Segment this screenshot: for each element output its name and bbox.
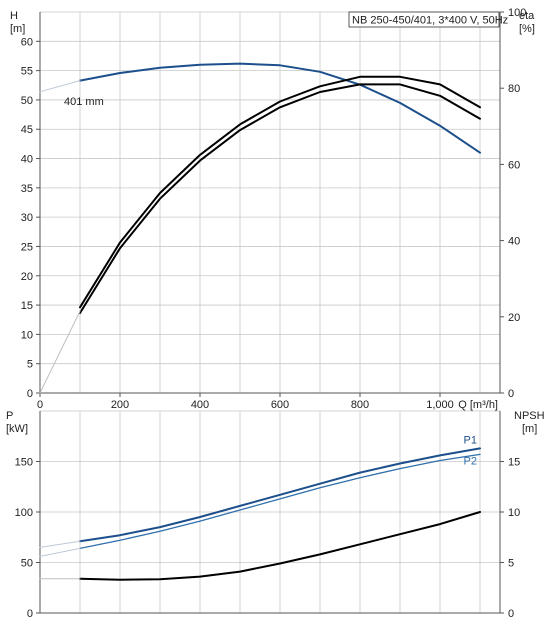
h-tick-label: 30 [21,212,33,224]
eta-tick-label: 0 [508,388,514,400]
impeller-diameter-label: 401 mm [64,96,104,108]
power-curve-p1 [79,447,481,543]
npsh-tick-label: 10 [508,507,520,519]
h-tick-label: 10 [21,329,33,341]
h-curve [39,80,81,93]
p-tick-label: 50 [21,558,33,570]
eta-tick-label: 40 [508,236,520,248]
h-tick-label: 15 [21,300,33,312]
series-label-p1: P1 [464,434,477,446]
p-tick-label: 100 [15,507,33,519]
series-label-p2: P2 [464,455,477,467]
eta-tick-label: 80 [508,83,520,95]
h-tick-label: 25 [21,241,33,253]
h-tick-label: 45 [21,124,33,136]
power-curve-p2 [79,453,481,550]
q-tick-label: 400 [191,399,209,411]
chart-title-box [348,11,500,28]
h-tick-label: 40 [21,154,33,166]
q-tick-label: 600 [271,399,289,411]
eta-axis-unit: [%] [519,23,535,35]
npsh-curve [79,511,481,581]
p-axis-unit: [kW] [6,423,28,435]
q-tick-label: 1,000 [426,399,454,411]
eta-tick-label: 60 [508,159,520,171]
power-extension [39,540,81,548]
eta-curve [79,75,481,309]
h-curve [79,62,481,154]
h-tick-label: 20 [21,271,33,283]
h-tick-label: 50 [21,95,33,107]
npsh-axis-label: NPSH [514,410,545,422]
p-tick-label: 0 [27,608,33,620]
p-tick-label: 150 [15,457,33,469]
eta-curve [39,310,81,394]
h-axis-unit: [m] [10,23,25,35]
npsh-axis-unit: [m] [522,423,537,435]
q-tick-label: 800 [351,399,369,411]
eta-curve [79,83,481,314]
eta-tick-label: 100 [508,7,526,19]
power-extension [39,547,81,557]
h-axis-label: H [10,10,18,22]
q-axis-label: Q [m³/h] [458,399,498,411]
p-axis-label: P [6,410,13,422]
npsh-tick-label: 15 [508,457,520,469]
chart-title: NB 250-450/401, 3*400 V, 50Hz [352,15,508,27]
h-tick-label: 60 [21,36,33,48]
npsh-tick-label: 5 [508,558,514,570]
q-tick-label: 200 [111,399,129,411]
eta-axis-label: eta [519,10,535,22]
h-tick-label: 35 [21,183,33,195]
h-tick-label: 0 [27,388,33,400]
eta-tick-label: 20 [508,312,520,324]
q-tick-label: 0 [37,399,43,411]
h-tick-label: 5 [27,359,33,371]
h-tick-label: 55 [21,66,33,78]
npsh-tick-label: 0 [508,608,514,620]
